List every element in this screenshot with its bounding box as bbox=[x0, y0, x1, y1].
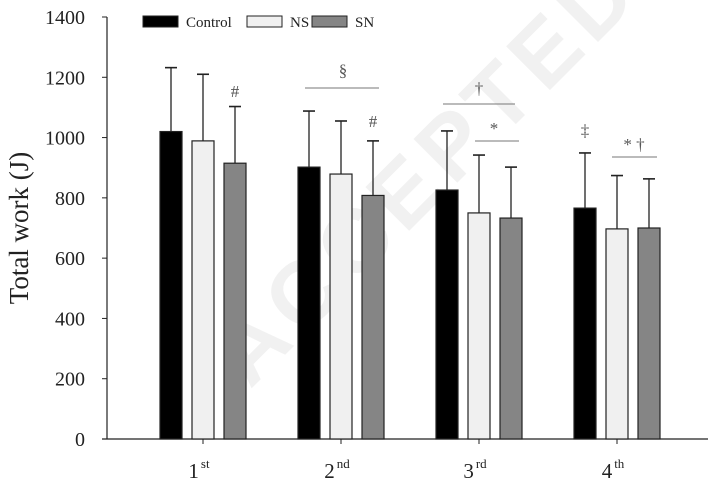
bar-sn bbox=[361, 194, 385, 440]
y-tick-label: 0 bbox=[75, 429, 85, 451]
legend-swatch-ns bbox=[246, 15, 283, 28]
significance-marker: † bbox=[475, 79, 484, 98]
x-tick-label-base: 3 bbox=[463, 459, 474, 480]
bar-ns bbox=[605, 228, 629, 440]
x-tick-label-base: 4 bbox=[602, 459, 613, 480]
bar-sn bbox=[637, 227, 661, 440]
legend-swatch-control bbox=[142, 15, 179, 28]
bar-control bbox=[573, 207, 597, 440]
legend-label-control: Control bbox=[186, 15, 232, 31]
bar-sn bbox=[499, 217, 523, 440]
bar-ns bbox=[191, 140, 215, 440]
bar-ns bbox=[467, 212, 491, 440]
y-axis-label: Total work (J) bbox=[4, 152, 34, 305]
y-tick-label: 1000 bbox=[45, 128, 85, 150]
y-tick-label: 800 bbox=[55, 188, 85, 210]
x-tick-label-base: 2 bbox=[324, 459, 335, 480]
x-tick-label-superscript: th bbox=[614, 456, 625, 471]
x-tick-label-superscript: nd bbox=[337, 456, 351, 471]
y-tick-label: 1200 bbox=[45, 67, 85, 89]
y-tick-label: 1400 bbox=[45, 7, 85, 29]
y-tick-label: 600 bbox=[55, 248, 85, 270]
y-tick-label: 400 bbox=[55, 308, 85, 330]
significance-marker: # bbox=[369, 112, 378, 131]
bar-control bbox=[435, 189, 459, 440]
significance-marker: # bbox=[231, 82, 240, 101]
y-tick-label: 200 bbox=[55, 369, 85, 391]
legend-label-sn: SN bbox=[355, 15, 374, 31]
x-tick-label-base: 1 bbox=[188, 459, 199, 480]
legend-label-ns: NS bbox=[290, 15, 309, 31]
significance-marker: § bbox=[339, 61, 348, 80]
significance-marker: ‡ bbox=[581, 121, 590, 140]
legend-swatch-sn bbox=[311, 15, 348, 28]
significance-marker: * † bbox=[623, 135, 644, 154]
bar-ns bbox=[329, 173, 353, 440]
significance-marker: * bbox=[490, 119, 499, 138]
x-tick-label-superscript: st bbox=[201, 456, 210, 471]
bar-sn bbox=[223, 162, 247, 440]
bar-control bbox=[159, 130, 183, 440]
bar-control bbox=[297, 166, 321, 440]
x-tick-label-superscript: rd bbox=[476, 456, 487, 471]
